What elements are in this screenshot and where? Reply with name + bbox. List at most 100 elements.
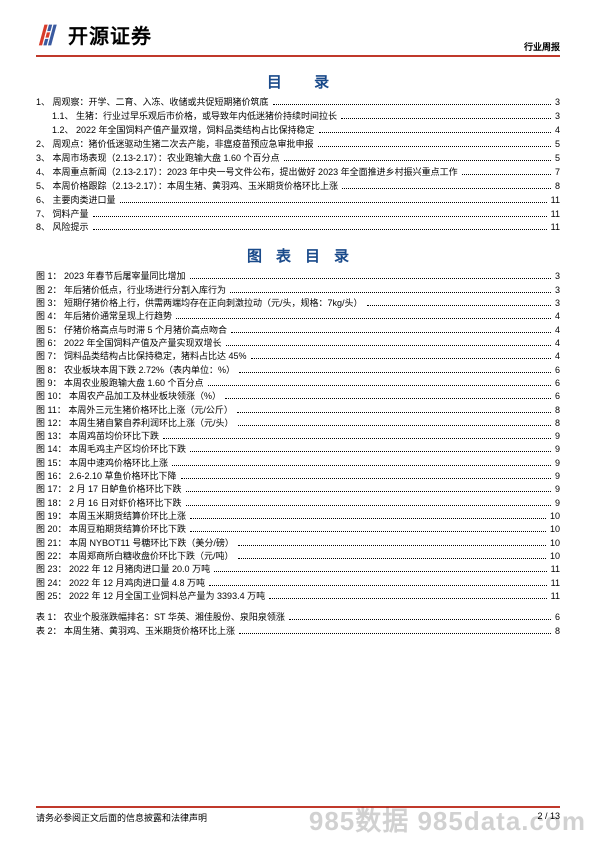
toc-leader-dots bbox=[93, 216, 547, 217]
toc-entry-text: 8、 风险提示 bbox=[36, 221, 89, 235]
toc-leader-dots bbox=[176, 318, 551, 319]
toc-entry-page: 7 bbox=[555, 166, 560, 180]
figure-list-heading: 图表目录 bbox=[50, 245, 560, 266]
toc-entry: 图 24： 2022 年 12 月鸡肉进口量 4.8 万吨 11 bbox=[36, 577, 560, 590]
toc-entry: 图 3： 短期仔猪价格上行，供需两端均存在正向刺激拉动（元/头，规格：7kg/头… bbox=[36, 297, 560, 310]
toc-entry: 图 12： 本周生猪自繁自养利润环比上涨（元/头）8 bbox=[36, 417, 560, 430]
toc-leader-dots bbox=[190, 278, 551, 279]
toc-entry-page: 11 bbox=[551, 590, 560, 603]
toc-entry: 1、 周观察：开学、二育、入冻、收储或共促短期猪价筑底3 bbox=[36, 96, 560, 110]
toc-entry-text: 图 24： 2022 年 12 月鸡肉进口量 4.8 万吨 bbox=[36, 577, 205, 590]
toc-heading: 目 录 bbox=[50, 71, 560, 92]
toc-leader-dots bbox=[462, 174, 551, 175]
toc-entry-text: 图 17： 2 月 17 日鲈鱼价格环比下跌 bbox=[36, 483, 182, 496]
toc-entry-page: 9 bbox=[555, 457, 560, 470]
toc-entry-page: 4 bbox=[555, 324, 560, 337]
toc-leader-dots bbox=[190, 518, 546, 519]
toc-leader-dots bbox=[284, 160, 551, 161]
toc-leader-dots bbox=[239, 372, 551, 373]
toc-entry: 图 16： 2.6-2.10 草鱼价格环比下降9 bbox=[36, 470, 560, 483]
toc-entry-text: 图 19： 本周玉米期货结算价环比上涨 bbox=[36, 510, 186, 523]
toc-entry-text: 图 3： 短期仔猪价格上行，供需两端均存在正向刺激拉动（元/头，规格：7kg/头… bbox=[36, 297, 363, 310]
toc-leader-dots bbox=[251, 358, 551, 359]
toc-entry-text: 图 6： 2022 年全国饲料产值及产量实现双增长 bbox=[36, 337, 222, 350]
toc-entry-text: 图 15： 本周中速鸡价格环比上涨 bbox=[36, 457, 168, 470]
toc-entry: 6、 主要肉类进口量11 bbox=[36, 194, 560, 208]
toc-entry-page: 3 bbox=[555, 96, 560, 110]
toc-entry: 图 23： 2022 年 12 月猪肉进口量 20.0 万吨11 bbox=[36, 563, 560, 576]
toc-entry: 图 17： 2 月 17 日鲈鱼价格环比下跌9 bbox=[36, 483, 560, 496]
brand-name: 开源证券 bbox=[68, 20, 152, 49]
toc-leader-dots bbox=[93, 229, 547, 230]
toc-entry-page: 8 bbox=[555, 417, 560, 430]
toc-entry: 图 9： 本周农业股跑输大盘 1.60 个百分点6 bbox=[36, 377, 560, 390]
toc-entry: 7、 饲料产量11 bbox=[36, 208, 560, 222]
toc-entry-text: 1.2、 2022 年全国饲料产值产量双增，饲料品类结构占比保持稳定 bbox=[52, 124, 315, 138]
toc-entry-page: 5 bbox=[555, 152, 560, 166]
toc-leader-dots bbox=[226, 345, 551, 346]
figure-list: 图 1： 2023 年春节后屠宰量同比增加3图 2： 年后猪价低点，行业场进行分… bbox=[36, 270, 560, 603]
toc-leader-dots bbox=[318, 146, 551, 147]
toc-entry-page: 9 bbox=[555, 430, 560, 443]
toc-entry-page: 11 bbox=[551, 194, 560, 208]
toc-entry: 图 13： 本周鸡苗均价环比下跌 9 bbox=[36, 430, 560, 443]
toc-entry: 图 22： 本周郑商所白糖收盘价环比下跌（元/吨）10 bbox=[36, 550, 560, 563]
toc-leader-dots bbox=[181, 478, 551, 479]
toc-entry-page: 11 bbox=[551, 221, 560, 235]
toc-entry-page: 3 bbox=[555, 297, 560, 310]
toc-leader-dots bbox=[342, 188, 551, 189]
toc-entry-page: 10 bbox=[550, 523, 560, 536]
toc-entry-text: 图 5： 仔猪价格高点与时滞 5 个月猪价高点吻合 bbox=[36, 324, 227, 337]
toc-entry: 2、 周观点：猪价低迷驱动生猪二次去产能，非瘟疫苗预应急审批申报5 bbox=[36, 138, 560, 152]
toc-entry-page: 6 bbox=[555, 390, 560, 403]
toc-leader-dots bbox=[190, 531, 546, 532]
toc-entry-text: 表 1： 农业个股涨跌幅排名：ST 华英、湘佳股份、泉阳泉领涨 bbox=[36, 611, 285, 625]
toc-entry: 图 8： 农业板块本周下跌 2.72%（表内单位：%） 6 bbox=[36, 364, 560, 377]
toc-leader-dots bbox=[238, 545, 546, 546]
toc-entry: 4、 本周重点新闻（2.13-2.17）：2023 年中央一号文件公布，提出做好… bbox=[36, 166, 560, 180]
toc-leader-dots bbox=[238, 425, 551, 426]
toc-entry-page: 11 bbox=[551, 577, 560, 590]
toc-entry-page: 4 bbox=[555, 310, 560, 323]
toc-entry-text: 图 13： 本周鸡苗均价环比下跌 bbox=[36, 430, 159, 443]
toc-leader-dots bbox=[289, 619, 551, 620]
toc-leader-dots bbox=[190, 451, 551, 452]
toc-leader-dots bbox=[163, 438, 551, 439]
toc-leader-dots bbox=[225, 398, 551, 399]
toc-leader-dots bbox=[186, 505, 551, 506]
toc-entry-page: 3 bbox=[555, 110, 560, 124]
toc-entry: 图 14： 本周毛鸡主产区均价环比下跌9 bbox=[36, 443, 560, 456]
toc-entry-page: 3 bbox=[555, 270, 560, 283]
toc-entry-text: 1.1、 生猪：行业过早乐观后市价格，或导致年内低迷猪价持续时间拉长 bbox=[52, 110, 337, 124]
toc-entry: 图 19： 本周玉米期货结算价环比上涨10 bbox=[36, 510, 560, 523]
toc-entry: 5、 本周价格跟踪（2.13-2.17）：本周生猪、黄羽鸡、玉米期货价格环比上涨… bbox=[36, 180, 560, 194]
toc-entry: 图 10： 本周农产品加工及林业板块领涨（%）6 bbox=[36, 390, 560, 403]
toc-entry: 图 4： 年后猪价通常呈现上行趋势 4 bbox=[36, 310, 560, 323]
toc-entry: 图 25： 2022 年 12 月全国工业饲料总产量为 3393.4 万吨11 bbox=[36, 590, 560, 603]
toc-leader-dots bbox=[237, 412, 551, 413]
toc-entry-text: 图 1： 2023 年春节后屠宰量同比增加 bbox=[36, 270, 186, 283]
toc-leader-dots bbox=[230, 292, 551, 293]
toc-entry: 图 18： 2 月 16 日对虾价格环比下跌9 bbox=[36, 497, 560, 510]
toc-entry-text: 表 2： 本周生猪、黄羽鸡、玉米期货价格环比上涨 bbox=[36, 625, 235, 639]
toc-entry-page: 8 bbox=[555, 625, 560, 639]
toc-entry-text: 图 22： 本周郑商所白糖收盘价环比下跌（元/吨） bbox=[36, 550, 234, 563]
toc-entry-text: 5、 本周价格跟踪（2.13-2.17）：本周生猪、黄羽鸡、玉米期货价格环比上涨 bbox=[36, 180, 338, 194]
toc-entry-page: 9 bbox=[555, 497, 560, 510]
toc-entry-text: 图 4： 年后猪价通常呈现上行趋势 bbox=[36, 310, 172, 323]
brand-logo-icon bbox=[36, 22, 62, 48]
toc-entry-text: 图 14： 本周毛鸡主产区均价环比下跌 bbox=[36, 443, 186, 456]
toc-entry-text: 图 8： 农业板块本周下跌 2.72%（表内单位：%） bbox=[36, 364, 235, 377]
toc-leader-dots bbox=[269, 598, 547, 599]
toc-entry: 图 7： 饲料品类结构占比保持稳定，猪料占比达 45%4 bbox=[36, 350, 560, 363]
toc-entry-page: 8 bbox=[555, 180, 560, 194]
toc-entry-page: 6 bbox=[555, 377, 560, 390]
watermark-text: 985数据 985data.com bbox=[309, 801, 586, 838]
toc-entry: 3、 本周市场表现（2.13-2.17）：农业跑输大盘 1.60 个百分点5 bbox=[36, 152, 560, 166]
toc-entry: 图 21： 本周 NYBOT11 号糖环比下跌（美分/磅）10 bbox=[36, 537, 560, 550]
toc-entry-text: 7、 饲料产量 bbox=[36, 208, 89, 222]
toc-entry-page: 6 bbox=[555, 364, 560, 377]
toc-entry-page: 9 bbox=[555, 470, 560, 483]
toc-entry: 表 1： 农业个股涨跌幅排名：ST 华英、湘佳股份、泉阳泉领涨6 bbox=[36, 611, 560, 625]
toc-entry: 1.1、 生猪：行业过早乐观后市价格，或导致年内低迷猪价持续时间拉长 3 bbox=[36, 110, 560, 124]
